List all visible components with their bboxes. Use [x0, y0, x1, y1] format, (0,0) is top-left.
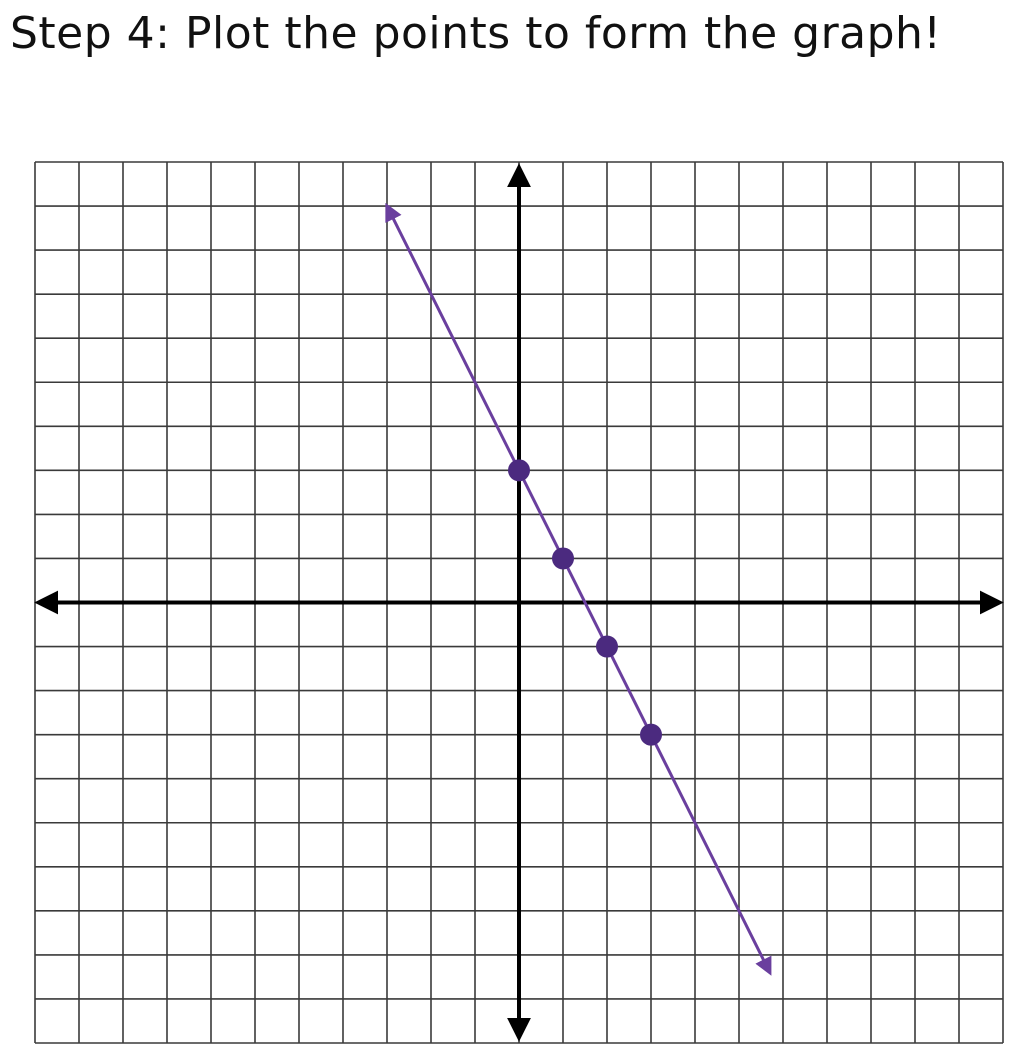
- data-point: [640, 723, 662, 746]
- data-series: [385, 202, 772, 976]
- data-point: [596, 635, 618, 658]
- data-point: [508, 459, 530, 482]
- page-title: Step 4: Plot the points to form the grap…: [10, 8, 942, 59]
- axes: [34, 163, 1004, 1042]
- series-line: [385, 202, 772, 976]
- data-point: [552, 547, 574, 570]
